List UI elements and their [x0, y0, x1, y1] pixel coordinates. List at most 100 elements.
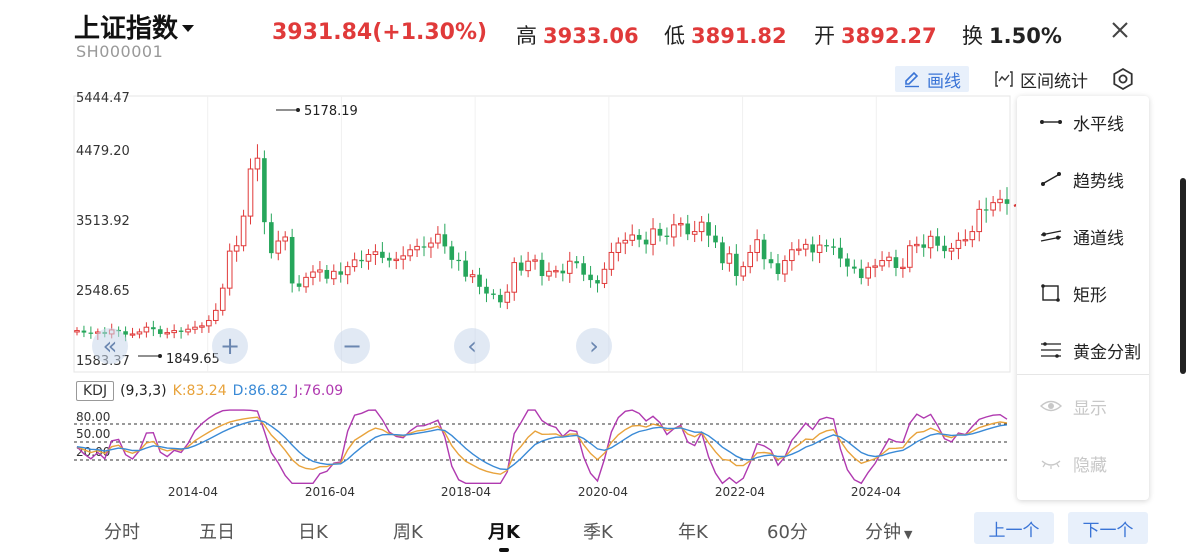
- candle: [511, 257, 518, 301]
- candle: [317, 261, 323, 282]
- indicator-selector[interactable]: KDJ: [76, 381, 115, 401]
- period-tabs: 分时 五日 日K 周K 月K 季K 年K 60分 分钟 ▼: [0, 510, 1200, 554]
- gear-icon[interactable]: [1110, 66, 1136, 92]
- candle: [88, 326, 94, 339]
- candle: [852, 259, 857, 274]
- prev-button[interactable]: 上一个: [974, 512, 1054, 544]
- menu-item-label: 矩形: [1073, 285, 1107, 306]
- candle: [824, 239, 829, 252]
- tab-weekly[interactable]: 周K: [393, 522, 423, 543]
- tab-five-day[interactable]: 五日: [199, 522, 235, 543]
- zoom-out-button[interactable]: −: [334, 328, 370, 364]
- candle: [303, 272, 309, 293]
- pan-left-button[interactable]: ‹: [454, 328, 490, 364]
- caret-down-icon: [182, 25, 195, 32]
- candle: [664, 227, 670, 245]
- open-label: 开: [814, 24, 835, 48]
- candle: [948, 242, 955, 261]
- candle: [435, 226, 441, 249]
- candle: [164, 327, 171, 339]
- max-pointer-dot: [296, 108, 300, 112]
- channel-line-icon: [1040, 230, 1062, 242]
- candle: [477, 267, 482, 295]
- menu-item-trend-line[interactable]: 趋势线: [1017, 159, 1149, 199]
- candle: [463, 251, 468, 282]
- pan-start-button[interactable]: «: [92, 328, 128, 364]
- candle: [726, 246, 733, 272]
- candle: [865, 262, 871, 286]
- tab-daily[interactable]: 日K: [298, 522, 328, 543]
- candle: [581, 256, 586, 282]
- candle: [393, 251, 400, 270]
- menu-item-show[interactable]: 显示: [1017, 386, 1149, 426]
- pan-right-button[interactable]: ›: [576, 328, 612, 364]
- candle: [365, 249, 372, 270]
- zoom-in-button[interactable]: +: [212, 328, 248, 364]
- candle: [795, 239, 802, 256]
- candle: [296, 275, 302, 292]
- menu-item-channel-line[interactable]: 通道线: [1017, 216, 1149, 256]
- draw-line-button[interactable]: 画线: [895, 66, 969, 92]
- candle: [421, 236, 427, 257]
- candle: [338, 262, 344, 283]
- turnover-value: 1.50%: [989, 24, 1062, 48]
- candle: [955, 232, 962, 260]
- candle: [74, 327, 80, 336]
- tab-yearly[interactable]: 年K: [678, 522, 708, 543]
- candle: [414, 238, 420, 257]
- range-stats-button[interactable]: 区间统计: [986, 66, 1096, 92]
- menu-item-golden-ratio[interactable]: 黄金分割: [1017, 330, 1149, 370]
- kdj-k-value: K:83.24: [172, 383, 227, 399]
- candle: [969, 225, 976, 248]
- candle: [622, 232, 629, 255]
- kdj-j-value: J:76.09: [294, 383, 344, 399]
- range-stats-label: 区间统计: [1020, 71, 1088, 92]
- x-tick-label: 2018-04: [441, 485, 491, 499]
- stock-title-dropdown[interactable]: 上证指数: [74, 8, 195, 45]
- tab-60min[interactable]: 60分: [767, 522, 808, 543]
- candle: [838, 237, 843, 268]
- candle: [171, 324, 177, 339]
- menu-item-hide[interactable]: 隐藏: [1017, 443, 1149, 483]
- rectangle-icon: [1041, 284, 1060, 302]
- min-annotation: 1849.65: [166, 352, 220, 367]
- tab-minute-dropdown[interactable]: 分钟 ▼: [865, 518, 912, 544]
- candle: [380, 242, 385, 264]
- menu-item-horizontal-line[interactable]: 水平线: [1017, 102, 1149, 142]
- candle: [359, 250, 364, 269]
- candle: [324, 265, 330, 284]
- tab-intraday[interactable]: 分时: [104, 522, 140, 543]
- scrollbar[interactable]: [1180, 178, 1186, 374]
- candle: [310, 265, 316, 286]
- caret-down-icon: ▼: [904, 528, 913, 541]
- candle: [199, 322, 205, 334]
- next-button[interactable]: 下一个: [1068, 512, 1148, 544]
- candle: [706, 213, 711, 248]
- candle: [247, 158, 254, 225]
- high-stat: 高 3933.06: [516, 20, 639, 50]
- candle: [282, 231, 289, 251]
- kdj-chart[interactable]: 80.00 50.00 20.00 2014-04 2016-04 2018-04 2…: [0, 400, 1016, 510]
- tab-quarterly[interactable]: 季K: [583, 522, 613, 543]
- candle: [913, 236, 920, 254]
- menu-item-label: 黄金分割: [1073, 342, 1141, 363]
- menu-item-rectangle[interactable]: 矩形: [1017, 273, 1149, 313]
- candle: [775, 253, 781, 281]
- candle: [254, 144, 261, 182]
- candle: [713, 225, 718, 249]
- close-icon[interactable]: [1106, 16, 1134, 44]
- x-tick-label: 2020-04: [578, 485, 628, 499]
- max-annotation: 5178.19: [304, 104, 358, 119]
- candle: [740, 261, 747, 281]
- high-value: 3933.06: [543, 24, 639, 48]
- tab-monthly[interactable]: 月K: [488, 522, 520, 543]
- active-tab-indicator: [499, 548, 509, 552]
- candle: [143, 322, 150, 338]
- double-chevron-left-icon: «: [102, 332, 118, 360]
- range-stats-icon: [995, 71, 1013, 87]
- kdj-tick-50: 50.00: [76, 427, 110, 441]
- y-tick-label: 3513.92: [76, 214, 130, 229]
- candle: [1004, 187, 1010, 215]
- kdj-d-value: D:86.82: [232, 383, 289, 399]
